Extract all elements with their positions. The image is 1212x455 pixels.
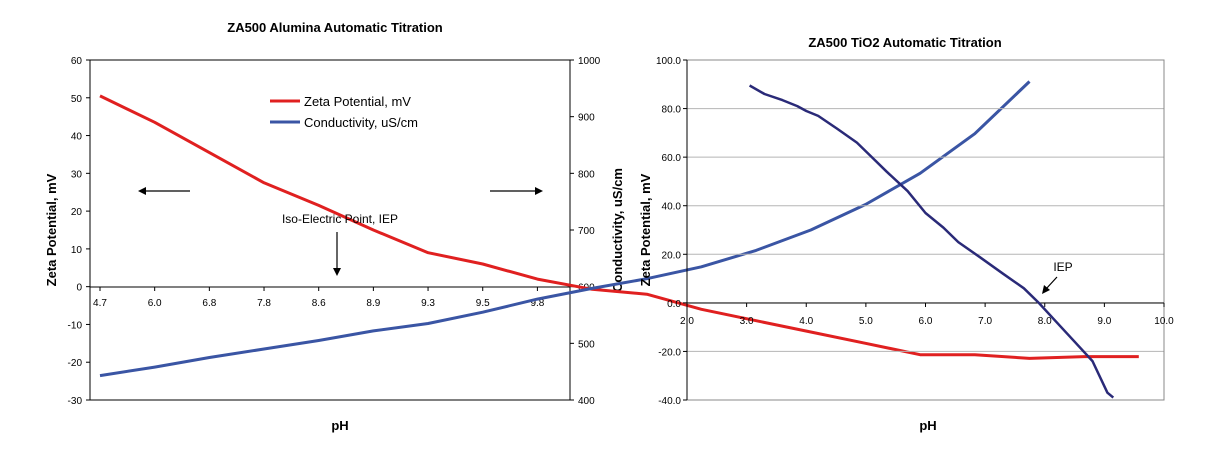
y2-axis-title-left: Conductivity, uS/cm bbox=[610, 168, 625, 292]
legend-left: Zeta Potential, mV Conductivity, uS/cm bbox=[270, 94, 418, 130]
y-tick-label: 60.0 bbox=[662, 153, 682, 164]
chart-title-left: ZA500 Alumina Automatic Titration bbox=[227, 20, 443, 35]
x-axis-left: 4.7 6.0 6.8 7.8 8.6 8.9 9.3 9.5 9.8 bbox=[93, 287, 545, 309]
x-tick-label: 9.3 bbox=[421, 298, 435, 309]
x-tick-label: 10.0 bbox=[1154, 316, 1174, 327]
x-tick-label: 6.8 bbox=[202, 298, 216, 309]
x-axis-title-left: pH bbox=[331, 418, 348, 433]
y-tick-label: 0.0 bbox=[667, 299, 681, 310]
y2-tick-label: 1000 bbox=[578, 56, 601, 67]
y-axis-title-left: Zeta Potential, mV bbox=[44, 173, 59, 286]
x-tick-label: 4.0 bbox=[799, 316, 813, 327]
x-tick-label: 9.8 bbox=[530, 298, 544, 309]
x-tick-label: 2.0 bbox=[680, 316, 694, 327]
conductivity-line bbox=[99, 80, 1031, 378]
zeta-potential-line bbox=[99, 94, 1139, 360]
y-axis-title-right: Zeta Potential, mV bbox=[638, 173, 653, 286]
y-tick-label: 20.0 bbox=[662, 250, 682, 261]
y2-tick-label: 500 bbox=[578, 339, 595, 350]
series-group-left bbox=[99, 80, 1139, 378]
y-axis-left: 60 50 40 30 20 10 0 -10 -20 -30 bbox=[68, 56, 90, 407]
x-tick-label: 7.8 bbox=[257, 298, 271, 309]
right-axis-arrow-head bbox=[535, 187, 543, 195]
left-axis-arrow-head bbox=[138, 187, 146, 195]
zeta-potential-line bbox=[748, 84, 1115, 399]
series-group-right bbox=[748, 84, 1115, 399]
y-tick-label: 60 bbox=[71, 56, 83, 67]
y-tick-label: -40.0 bbox=[658, 396, 681, 407]
y2-tick-label: 400 bbox=[578, 396, 595, 407]
y-tick-label: -20 bbox=[68, 358, 83, 369]
iep-arrow-head-right bbox=[1042, 285, 1050, 294]
iep-arrow-head-left bbox=[333, 268, 341, 276]
grid-right bbox=[687, 59, 1164, 401]
y-tick-label: -10 bbox=[68, 320, 83, 331]
x-tick-label: 6.0 bbox=[148, 298, 162, 309]
iep-arrow-right bbox=[1045, 276, 1058, 290]
x-axis-title-right: pH bbox=[919, 418, 936, 433]
x-tick-label: 7.0 bbox=[978, 316, 992, 327]
y2-tick-label: 700 bbox=[578, 226, 595, 237]
y-tick-label: 30 bbox=[71, 169, 83, 180]
x-tick-label: 8.6 bbox=[312, 298, 326, 309]
y-tick-label: 0 bbox=[76, 283, 82, 294]
y-tick-label: -20.0 bbox=[658, 347, 681, 358]
y-tick-label: -30 bbox=[68, 396, 83, 407]
plot-frame-left bbox=[89, 59, 571, 401]
y-tick-label: 100.0 bbox=[656, 56, 681, 67]
x-tick-label: 4.7 bbox=[93, 298, 107, 309]
legend-label-zeta: Zeta Potential, mV bbox=[304, 94, 411, 109]
y-tick-label: 10 bbox=[71, 245, 83, 256]
y-tick-label: 40.0 bbox=[662, 202, 682, 213]
x-axis-right: 2.0 3.0 4.0 5.0 6.0 7.0 8.0 9.0 10.0 bbox=[680, 303, 1174, 327]
y-tick-label: 20 bbox=[71, 207, 83, 218]
y-axis-right: 100.0 80.0 60.0 40.0 20.0 0.0 -20.0 -40.0 bbox=[656, 56, 687, 407]
x-tick-label: 6.0 bbox=[919, 316, 933, 327]
chart-left: ZA500 Alumina Automatic Titration 60 50 40… bbox=[44, 20, 1139, 433]
iep-annotation-left: Iso-Electric Point, IEP bbox=[282, 212, 398, 226]
y-tick-label: 80.0 bbox=[662, 105, 682, 116]
x-tick-label: 3.0 bbox=[740, 316, 754, 327]
annotation-iep-right: IEP bbox=[1042, 260, 1073, 294]
y-tick-label: 40 bbox=[71, 132, 83, 143]
chart-title-right: ZA500 TiO2 Automatic Titration bbox=[808, 35, 1001, 50]
annotation-arrows-left: Iso-Electric Point, IEP bbox=[138, 187, 543, 276]
y2-tick-label: 800 bbox=[578, 169, 595, 180]
y2-tick-label: 900 bbox=[578, 113, 595, 124]
x-tick-label: 9.5 bbox=[476, 298, 490, 309]
chart-right: ZA500 TiO2 Automatic Titration 100.0 80.0… bbox=[638, 35, 1174, 433]
x-tick-label: 8.9 bbox=[366, 298, 380, 309]
plot-frame-right bbox=[686, 59, 1165, 401]
x-tick-label: 8.0 bbox=[1038, 316, 1052, 327]
iep-annotation-right: IEP bbox=[1053, 260, 1072, 274]
legend-label-conductivity: Conductivity, uS/cm bbox=[304, 115, 418, 130]
x-tick-label: 5.0 bbox=[859, 316, 873, 327]
y-tick-label: 50 bbox=[71, 94, 83, 105]
x-tick-label: 9.0 bbox=[1097, 316, 1111, 327]
